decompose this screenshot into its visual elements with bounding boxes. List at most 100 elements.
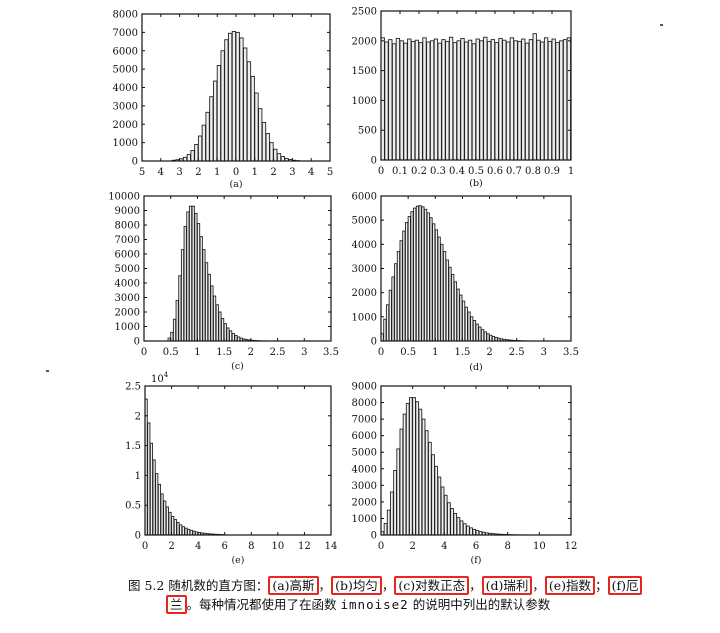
histogram-bar: [456, 517, 461, 536]
histogram-bar: [403, 42, 408, 161]
histogram-bar: [175, 299, 179, 342]
histogram-bar: [269, 142, 274, 162]
histogram-bar: [186, 154, 191, 162]
panel-e-histogram: 2.5 2 1.5 1 0.5 00 2 4 6 8 10 12 14 104 (e): [125, 371, 337, 566]
histogram-bar: [434, 465, 439, 536]
histogram-bar: [228, 32, 233, 162]
histogram-bar: [190, 150, 195, 162]
y-tick-label: 4000: [113, 83, 138, 94]
histogram-bar: [418, 42, 423, 161]
x-tick-label: 0.3: [430, 166, 446, 177]
x-tick-label: 4: [158, 167, 164, 178]
x-tick-label: 3.5: [563, 347, 579, 358]
histogram-bar: [412, 397, 416, 536]
y-tick-label: 3000: [113, 101, 138, 112]
x-tick-label: 3: [289, 167, 295, 178]
histogram-bar: [498, 37, 503, 161]
histogram-bar: [207, 273, 211, 342]
histogram-bar: [168, 511, 172, 536]
histogram-bar: [201, 124, 206, 162]
histogram-bar: [226, 327, 230, 342]
y-axis-exponent: 104: [151, 371, 169, 385]
y-tick-label: 5000: [113, 65, 138, 76]
x-tick-label: 0.5: [163, 347, 179, 358]
histogram-bar: [395, 37, 401, 161]
histogram-bar: [459, 294, 463, 342]
histogram-bar: [385, 304, 390, 342]
histogram-bar: [396, 448, 401, 536]
x-tick-label: 1: [432, 347, 438, 358]
histogram-bar: [188, 205, 193, 342]
histogram-bar: [440, 243, 444, 342]
histogram-bar: [386, 509, 391, 536]
histogram-bar: [396, 251, 401, 342]
histogram-bar: [202, 249, 206, 342]
x-tick-label: 0.8: [525, 166, 541, 177]
histogram-bar: [221, 318, 225, 342]
histogram-bar: [443, 494, 448, 536]
histogram-bar: [456, 40, 461, 161]
caption-separator: ，: [532, 578, 545, 593]
y-tick-label: 2000: [352, 288, 377, 299]
histogram-bar: [453, 281, 458, 342]
caption-function-name: imnoise2: [340, 597, 409, 612]
x-tick-label: 1: [568, 166, 574, 177]
y-tick-label: 1000: [352, 514, 377, 525]
histogram-bar: [163, 500, 167, 536]
histogram-bar: [462, 523, 467, 536]
histogram-bar: [388, 289, 392, 342]
y-tick-label: 6000: [352, 192, 377, 203]
histogram-bar: [413, 207, 417, 342]
histogram-bar: [433, 38, 439, 161]
x-tick-label: 0: [378, 541, 384, 552]
histogram-bar: [187, 528, 191, 536]
histogram-bar: [426, 41, 431, 161]
y-tick-label: 0: [134, 337, 140, 348]
histogram-bar: [453, 513, 458, 536]
histogram-bar: [437, 476, 442, 536]
histogram-bar: [212, 80, 218, 162]
histogram-bar: [258, 108, 263, 162]
histogram-bar: [224, 39, 229, 162]
caption-line-2: 兰。每种情况都使用了在函数 imnoise2 的说明中列出的默认参数: [128, 595, 598, 614]
histogram-bar: [149, 442, 154, 536]
histogram-bar: [160, 493, 164, 536]
caption-item-c: (c)对数正态: [394, 576, 470, 595]
histogram-bar: [459, 520, 464, 536]
caption-item-f-part1: (f)厄: [607, 576, 643, 595]
histogram-bar: [532, 33, 537, 161]
histogram-bar: [194, 212, 198, 342]
histogram-bar: [181, 526, 185, 536]
histogram-bar: [441, 39, 446, 161]
histogram-bar: [189, 529, 193, 536]
y-tick-label: 2000: [115, 308, 140, 319]
panel-f-histogram: 9000 8000 7000 6000 5000 4000 3000 2000 1000 00 2 4…: [352, 382, 578, 567]
histogram-bar: [472, 528, 477, 536]
y-tick-label: 7000: [113, 28, 138, 39]
histogram-bar: [186, 211, 190, 342]
caption-text-b: 的说明中列出的默认参数: [408, 597, 551, 612]
x-tick-label: 0.9: [544, 166, 560, 177]
histogram-bar: [460, 37, 465, 161]
histogram-bar: [179, 524, 183, 536]
y-tick-label: 3000: [115, 293, 140, 304]
x-tick-label: 4: [441, 541, 447, 552]
x-tick-label: 0: [142, 541, 148, 552]
histogram-bar: [547, 40, 553, 161]
histogram-bar: [483, 331, 487, 342]
histogram-bar: [213, 295, 217, 342]
histogram-bar: [421, 206, 425, 342]
y-tick-label: 500: [358, 126, 377, 137]
x-tick-label: 0.4: [449, 166, 465, 177]
histogram-bar: [505, 41, 511, 161]
caption-text-a: 。每种情况都使用了在函数: [186, 597, 341, 612]
histogram-bar: [559, 40, 564, 161]
y-tick-label: 1: [135, 471, 141, 482]
histogram-bar: [464, 41, 469, 161]
y-tick-label: 0: [135, 531, 141, 542]
x-tick-label: 4: [195, 541, 201, 552]
histogram-bar: [445, 40, 450, 161]
histogram-bar: [452, 42, 458, 161]
histogram-bar: [194, 144, 199, 162]
